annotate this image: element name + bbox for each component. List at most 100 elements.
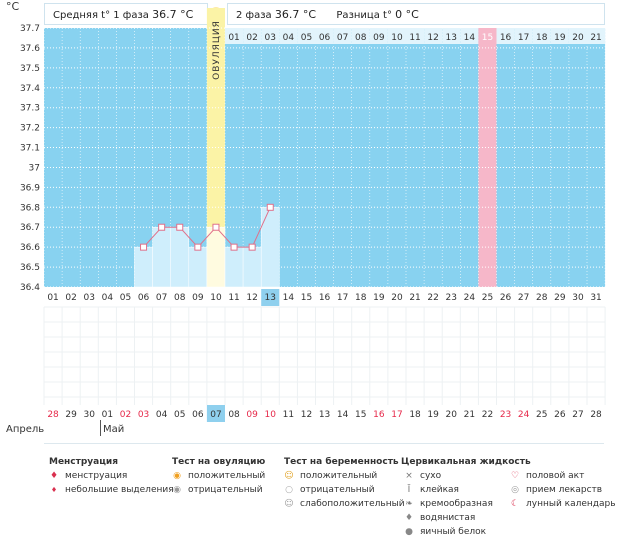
cycle-day-label: 16	[319, 293, 331, 303]
ovulation-label: ОВУЛЯЦИЯ	[212, 20, 222, 80]
calendar-date-label: 26	[554, 410, 566, 420]
calendar-date-label: 17	[391, 410, 402, 420]
legend-creamy: ❧ кремообразная	[405, 499, 493, 509]
calendar-date-label: 18	[409, 410, 421, 420]
y-tick-label: 37.5	[20, 64, 40, 74]
smile-positive-icon: ☺	[284, 471, 294, 481]
legend-pregnancy-test-title: Тест на беременность	[284, 457, 399, 467]
post-ovulation-day-label: 15	[482, 33, 493, 43]
y-tick-label: 37.4	[20, 84, 40, 94]
post-day-cell	[225, 28, 244, 44]
y-tick-label: 36.8	[20, 203, 40, 213]
post-day-cell	[279, 28, 298, 44]
calendar-date-label: 28	[47, 410, 59, 420]
cycle-day-label: 09	[192, 293, 204, 303]
post-day-cell	[460, 28, 479, 44]
highlight-day-column	[478, 28, 497, 287]
temperature-point	[266, 203, 274, 211]
legend-pregnancy-positive: ☺ положительный	[284, 471, 378, 481]
post-ovulation-day-label: 07	[337, 33, 348, 43]
calendar-date-label: 03	[138, 410, 149, 420]
plot-background	[44, 28, 606, 287]
cycle-day-label: 18	[355, 293, 367, 303]
cycle-day-label: 17	[337, 293, 348, 303]
cycle-day-label: 08	[174, 293, 186, 303]
calendar-date-label: 06	[192, 410, 204, 420]
phase2-summary: 2 фаза 36.7 °C Разница t° 0 °C	[227, 3, 605, 25]
watery-drop-icon: ♦	[404, 513, 414, 523]
y-tick-label: 37	[29, 163, 40, 173]
calendar-date-label: 05	[174, 410, 185, 420]
post-ovulation-day-label: 20	[572, 33, 584, 43]
legend-medication: ◎ прием лекарств	[511, 485, 603, 495]
cycle-day-label: 25	[482, 293, 493, 303]
cycle-day-label: 12	[246, 293, 257, 303]
calendar-date-label: 12	[301, 410, 312, 420]
calendar-date-label: 27	[572, 410, 583, 420]
temperature-bar	[224, 246, 244, 288]
calendar-date-label: 10	[265, 410, 277, 420]
post-ovulation-day-label: 14	[464, 33, 476, 43]
cycle-day-label: 10	[210, 293, 222, 303]
post-ovulation-day-label: 18	[536, 33, 548, 43]
cycle-day-label: 07	[156, 293, 167, 303]
post-ovulation-day-label: 21	[590, 33, 601, 43]
phase2-label: 2 фаза	[236, 10, 272, 21]
post-ovulation-day-label: 16	[500, 33, 512, 43]
calendar-date-label: 29	[65, 410, 77, 420]
post-day-cell	[496, 28, 515, 44]
legend-menstruation: ♦ менструация	[49, 471, 128, 481]
calendar-date-label: 30	[84, 410, 96, 420]
post-day-cell	[478, 28, 497, 44]
post-day-cell	[369, 28, 388, 44]
legend-menstruation-title: Менструация	[49, 457, 118, 467]
diff-value: 0 °C	[395, 8, 419, 21]
post-ovulation-day-label: 12	[427, 33, 438, 43]
post-ovulation-day-label: 19	[554, 33, 566, 43]
legend-watery: ♦ водянистая	[404, 513, 476, 523]
temperature-point	[176, 223, 184, 231]
post-ovulation-day-label: 11	[409, 33, 420, 43]
creamy-icon: ❧	[405, 499, 413, 509]
y-tick-label: 36.7	[20, 223, 40, 233]
cycle-day-label: 04	[102, 293, 114, 303]
legend-ovulation-test-title: Тест на овуляцию	[172, 457, 266, 467]
cycle-day-label: 19	[373, 293, 385, 303]
smile-weak-icon: ☺	[284, 499, 294, 509]
calendar-date-label: 21	[464, 410, 475, 420]
legend-cervical-title: Цервикальная жидкость	[401, 457, 531, 467]
temperature-bar	[134, 246, 153, 288]
phase1-summary: Средняя t° 1 фаза 36.7 °C	[44, 3, 208, 25]
cycle-day-label: 23	[446, 293, 457, 303]
y-tick-label: 36.6	[20, 243, 40, 253]
post-day-cell	[406, 28, 425, 44]
today-cycle-marker	[261, 289, 280, 306]
calendar-date-label: 20	[446, 410, 458, 420]
calendar-date-label: 23	[500, 410, 511, 420]
temperature-point	[212, 223, 220, 231]
post-day-cell	[315, 28, 334, 44]
legend-divider	[44, 443, 604, 444]
cycle-day-label: 26	[500, 293, 512, 303]
legend-small-discharge: ♦ небольшие выделения	[50, 485, 174, 495]
y-tick-label: 37.2	[20, 124, 40, 134]
cycle-day-label: 01	[47, 293, 58, 303]
post-day-cell	[297, 28, 316, 44]
calendar-date-label: 28	[590, 410, 602, 420]
y-tick-label: 36.9	[20, 183, 40, 193]
calendar-date-label: 24	[518, 410, 530, 420]
post-day-cell	[442, 28, 461, 44]
legend-pregnancy-weak: ☺ слабоположительный	[284, 499, 405, 509]
heart-icon: ♡	[510, 471, 520, 481]
calendar-date-label: 13	[319, 410, 330, 420]
phase2-value: 36.7 °C	[274, 8, 317, 21]
bbt-chart: 37.7 37.6 37.5 37.4 37.3 37.2 37.1 37 36.9 36.8 36…	[20, 8, 606, 422]
post-day-cell	[550, 28, 569, 44]
diff-label: Разница t°	[336, 10, 392, 21]
cycle-day-label: 02	[65, 293, 76, 303]
post-day-cell	[333, 28, 352, 44]
legend-pregnancy-negative: ○ отрицательный	[285, 485, 375, 495]
temperature-bar	[188, 246, 208, 288]
cycle-day-label: 30	[572, 293, 584, 303]
